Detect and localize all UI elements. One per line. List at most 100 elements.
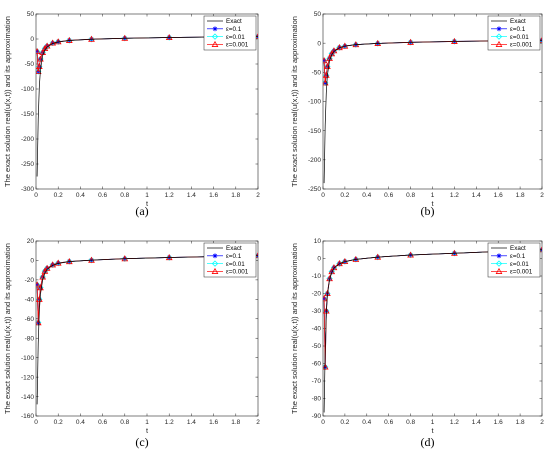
x-tick-label: 1.6 <box>494 192 503 199</box>
x-tick-label: 0 <box>34 419 38 426</box>
y-tick-label: -30 <box>312 308 322 315</box>
legend-marker <box>212 26 218 32</box>
legend-label: ε=0.1 <box>510 253 526 260</box>
x-tick-label: 2 <box>256 419 260 426</box>
x-tick-label: 0.8 <box>406 419 415 426</box>
data-point-marker <box>374 40 381 47</box>
data-point-marker <box>49 39 56 47</box>
x-tick-label: 1.4 <box>187 192 196 199</box>
x-axis-label: t <box>431 199 434 208</box>
data-point-marker <box>323 79 329 86</box>
x-tick-label: 1.8 <box>516 192 525 199</box>
y-axis-label: The exact solution real(u(x,t)) and its … <box>290 16 299 187</box>
x-tick-label: 1.2 <box>450 419 459 426</box>
x-tick-label: 2 <box>256 192 260 199</box>
x-tick-label: 0.4 <box>76 419 85 426</box>
data-point-marker <box>66 258 73 265</box>
x-tick-label: 0.4 <box>76 192 85 199</box>
data-point-marker <box>36 47 41 55</box>
x-tick-label: 1.6 <box>494 419 503 426</box>
y-axis-label: The exact solution real(u(x,t)) and its … <box>290 243 299 414</box>
data-point-marker <box>341 42 349 50</box>
y-tick-label: -70 <box>312 378 322 385</box>
y-axis-label: The exact solution real(u(x,t)) and its … <box>3 243 12 414</box>
x-axis-label: t <box>146 199 149 208</box>
legend-marker <box>211 33 219 40</box>
data-point-marker <box>328 268 335 275</box>
x-tick-label: 0.6 <box>384 192 393 199</box>
legend-label: ε=0.1 <box>510 26 526 33</box>
y-tick-label: 0 <box>317 256 321 263</box>
y-tick-label: -250 <box>308 186 321 193</box>
x-axis-label: t <box>431 426 434 435</box>
data-point-marker <box>323 57 328 64</box>
x-tick-label: 1.6 <box>209 192 218 199</box>
y-tick-label: -80 <box>25 335 35 342</box>
chart-panel-3: 0 0.2 0.4 0.6 0.8 1 1.2 1.4 1.6 1.8 2 -160 -140 -120 -… <box>3 238 260 449</box>
legend-label: ε=0.001 <box>226 42 249 49</box>
y-tick-label: -90 <box>312 413 322 420</box>
x-tick-label: 0.6 <box>98 419 107 426</box>
data-point-marker <box>538 37 542 44</box>
y-tick-label: -150 <box>308 128 321 135</box>
x-tick-label: 0.4 <box>362 419 371 426</box>
data-point-marker <box>36 319 42 326</box>
data-point-marker <box>166 254 173 261</box>
data-point-marker <box>407 39 414 46</box>
y-tick-label: 10 <box>314 238 322 245</box>
data-point-marker <box>88 36 95 43</box>
legend-marker <box>211 40 219 47</box>
y-tick-label: -250 <box>21 161 34 168</box>
x-tick-label: 1 <box>431 192 435 199</box>
data-point-marker <box>55 259 62 267</box>
data-point-marker <box>36 319 42 326</box>
data-point-marker <box>43 42 51 49</box>
legend-label: ε=0.1 <box>226 253 242 260</box>
x-tick-label: 1.8 <box>231 419 240 426</box>
chart-panel-1: 0 0.2 0.4 0.6 0.8 1 1.2 1.4 1.6 1.8 2 -300 -250 -200 -… <box>3 11 260 218</box>
x-tick-label: 0.4 <box>362 192 371 199</box>
x-tick-label: 0.6 <box>98 192 107 199</box>
data-point-marker <box>37 55 44 62</box>
x-tick-label: 1 <box>145 419 149 426</box>
y-tick-label: -300 <box>21 186 34 193</box>
series-group <box>36 32 258 177</box>
panel-caption: (b) <box>421 204 435 218</box>
y-tick-label: -200 <box>308 157 321 164</box>
y-tick-label: -60 <box>312 361 322 368</box>
data-point-marker <box>49 39 57 46</box>
x-tick-label: 2 <box>540 192 544 199</box>
data-point-marker <box>341 258 349 265</box>
x-tick-label: 1.4 <box>472 419 481 426</box>
data-point-marker <box>352 41 360 48</box>
y-tick-label: -160 <box>21 413 34 420</box>
chart-panel-4: 0 0.2 0.4 0.6 0.8 1 1.2 1.4 1.6 1.8 2 -90 -80 -70 -60 -… <box>290 238 544 449</box>
x-tick-label: 0.6 <box>384 419 393 426</box>
y-tick-label: 50 <box>27 11 35 18</box>
data-point-marker <box>374 253 381 261</box>
legend-marker <box>495 267 503 274</box>
y-tick-label: -20 <box>25 277 35 284</box>
y-tick-label: -40 <box>25 297 35 304</box>
y-tick-label: -50 <box>25 61 35 68</box>
data-point-marker <box>36 281 41 288</box>
data-point-marker <box>36 68 42 75</box>
x-tick-label: 0.2 <box>340 419 349 426</box>
x-tick-label: 0 <box>321 419 325 426</box>
y-tick-label: -140 <box>21 394 34 401</box>
x-axis-label: t <box>146 426 149 435</box>
x-tick-label: 0.8 <box>406 192 415 199</box>
y-tick-label: -20 <box>312 291 322 298</box>
data-point-marker <box>36 295 43 302</box>
legend-marker <box>495 40 503 47</box>
legend-label: ε=0.001 <box>510 269 533 276</box>
x-tick-label: 0.8 <box>120 419 129 426</box>
y-tick-label: -120 <box>21 374 34 381</box>
data-point-marker <box>323 58 327 64</box>
legend-marker <box>496 26 502 32</box>
series-line-exact <box>36 255 258 405</box>
y-tick-label: -50 <box>312 343 322 350</box>
legend-marker <box>212 253 218 259</box>
data-point-marker <box>328 268 336 275</box>
